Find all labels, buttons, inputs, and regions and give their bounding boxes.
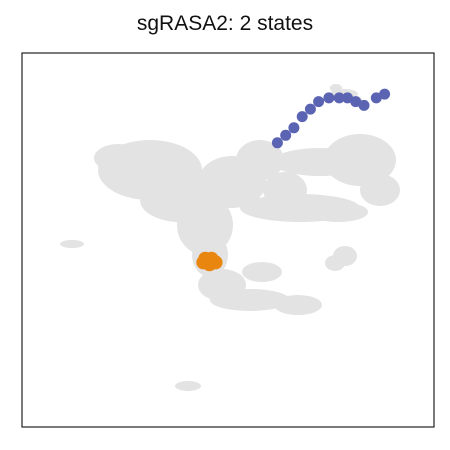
highlighted-series — [196, 88, 391, 272]
series-2 — [196, 251, 223, 272]
series-1-point — [288, 122, 300, 134]
series-2-point — [198, 251, 213, 266]
series-1-point — [342, 92, 353, 104]
series-1-point — [358, 99, 370, 111]
series-1 — [271, 88, 391, 149]
chart-title: sgRASA2: 2 states — [136, 12, 314, 35]
series-1-point — [370, 92, 382, 104]
series-1-point — [323, 92, 335, 104]
series-1-point — [304, 103, 316, 115]
series-1-point — [271, 137, 283, 149]
series-1-point — [280, 129, 292, 141]
series-1-point — [350, 96, 362, 108]
series-1-point — [296, 111, 308, 123]
series-1-point — [313, 96, 325, 108]
series-1-point — [333, 92, 345, 104]
series-1-point — [379, 88, 391, 100]
background-cells — [60, 84, 400, 391]
